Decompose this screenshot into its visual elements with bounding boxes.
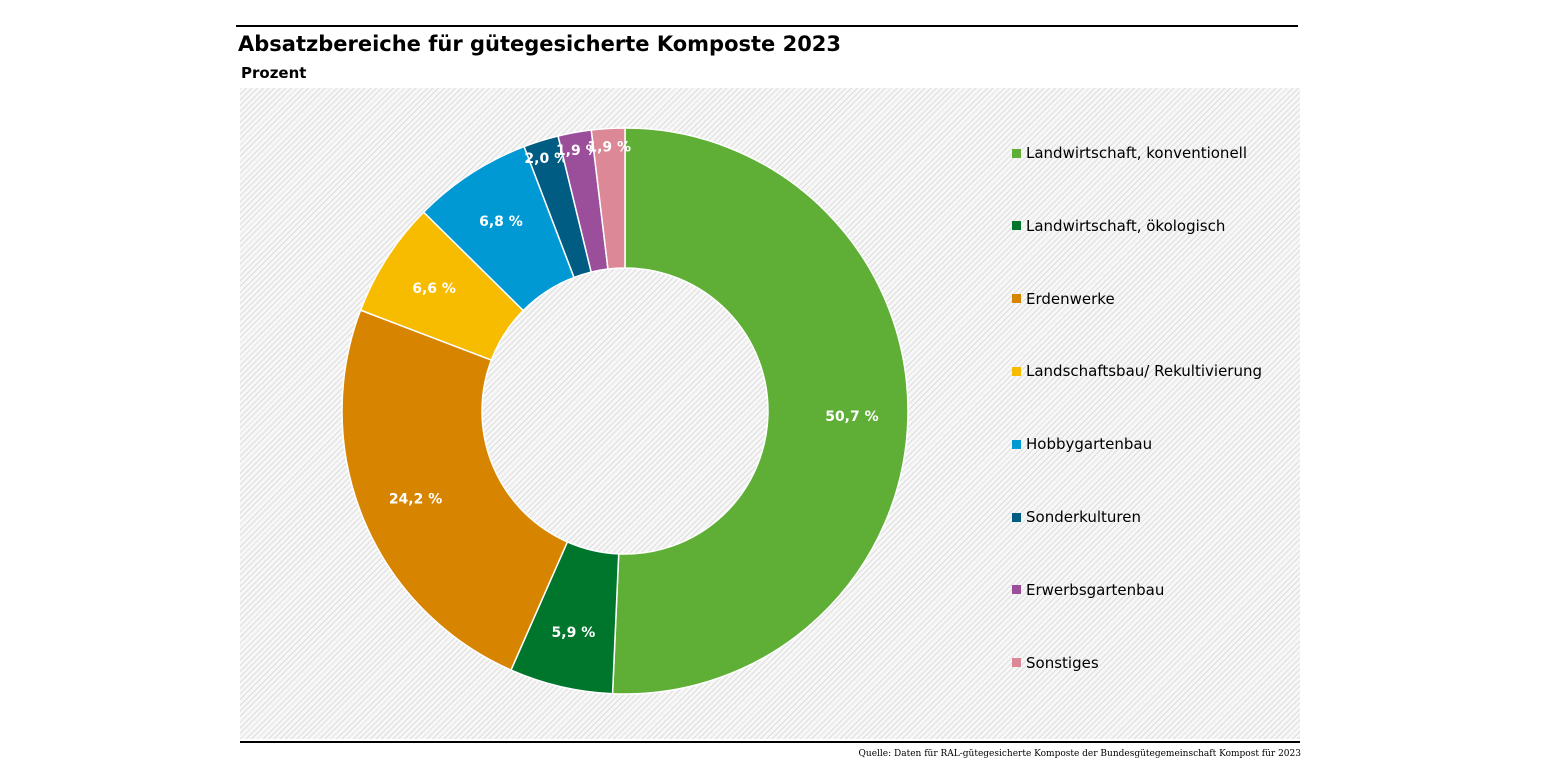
legend-swatch: [1012, 294, 1021, 304]
legend-label: Erwerbsgartenbau: [1026, 580, 1165, 599]
legend-swatch: [1012, 658, 1021, 668]
legend-label: Landwirtschaft, ökologisch: [1026, 216, 1226, 235]
chart-subtitle: Prozent: [241, 64, 307, 82]
legend-item-1: Landwirtschaft, konventionell: [1012, 143, 1247, 163]
donut-chart: 50,7 %5,9 %24,2 %6,6 %6,8 %2,0 %1,9 %1,9…: [341, 127, 909, 695]
data-label-3: 24,2 %: [389, 492, 442, 508]
legend-swatch: [1012, 366, 1021, 376]
donut-slice-1: [611, 127, 909, 695]
legend-item-6: Sonderkulturen: [1012, 507, 1141, 527]
legend-label: Erdenwerke: [1026, 289, 1115, 308]
data-label-6: 2,0 %: [524, 151, 568, 167]
data-label-4: 6,6 %: [412, 281, 456, 297]
legend-swatch: [1012, 585, 1021, 595]
donut-slice-8: [590, 127, 626, 270]
top-rule: [236, 25, 1298, 27]
data-label-2: 5,9 %: [552, 625, 596, 641]
legend-swatch: [1012, 148, 1021, 158]
legend-item-8: Sonstiges: [1012, 653, 1099, 673]
legend-label: Sonderkulturen: [1026, 508, 1141, 526]
legend-swatch: [1012, 439, 1021, 449]
source-note: Quelle: Daten für RAL-gütegesicherte Kom…: [858, 749, 1301, 759]
data-label-5: 6,8 %: [479, 214, 523, 230]
legend-item-2: Landwirtschaft, ökologisch: [1012, 216, 1225, 236]
legend-item-4: Landschaftsbau/ Rekultivierung: [1012, 361, 1262, 381]
plot-area: 50,7 % 5,9 % 24,2 % 6,6 % 6,8 % 2,0 % 1,9 % 1,9…: [240, 88, 1300, 739]
donut-slice-3: [341, 309, 569, 672]
data-label-8: 1,9 %: [587, 139, 631, 155]
legend-swatch: [1012, 221, 1021, 231]
legend-label: Landschaftsbau/ Rekultivierung: [1026, 362, 1262, 381]
legend-label: Hobbygartenbau: [1026, 435, 1153, 454]
data-label-7: 1,9 %: [556, 143, 600, 159]
legend-label: Sonstiges: [1026, 653, 1099, 672]
legend-label: Landwirtschaft, konventionell: [1026, 144, 1248, 162]
chart-title: Absatzbereiche für gütegesicherte Kompos…: [238, 32, 842, 56]
legend-swatch: [1012, 512, 1021, 522]
data-label-1: 50,7 %: [825, 409, 878, 425]
legend-item-3: Erdenwerke: [1012, 289, 1115, 309]
legend-item-5: Hobbygartenbau: [1012, 434, 1152, 454]
legend-item-7: Erwerbsgartenbau: [1012, 580, 1164, 600]
bottom-rule: [240, 741, 1300, 743]
